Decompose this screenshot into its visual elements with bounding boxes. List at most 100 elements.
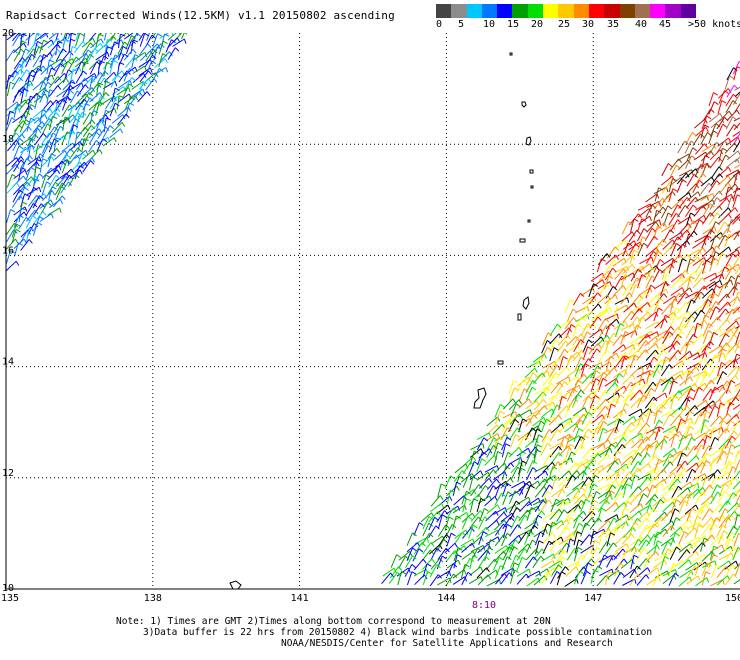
wind-barb-flag [735,208,738,212]
wind-barb-flag [82,153,86,156]
wind-barb-flag [578,548,582,550]
wind-barb-flag [500,411,504,414]
wind-barb-flag [148,79,151,83]
wind-barb-flag [635,475,640,477]
wind-barb-flag [104,27,108,30]
wind-barb-flag [636,331,637,336]
wind-barb-flag [122,122,125,126]
wind-barb-flag [624,409,626,413]
wind-barb-flag [574,318,577,322]
wind-barb-flag [614,368,617,372]
wind-barb-flag [22,41,27,43]
wind-barb-flag [693,148,697,151]
wind-barb-flag [723,372,727,375]
wind-barb-flag [540,361,541,366]
wind-barb-flag [166,68,168,73]
wind-barb [495,566,500,579]
wind-barb [710,545,722,552]
longitude-label: 138 [144,593,162,604]
wind-barb-flag [105,110,110,112]
wind-barb-flag [652,403,656,406]
wind-barb-flag [548,371,549,376]
wind-barb-flag [617,427,618,432]
wind-barb-flag [731,380,735,383]
wind-barb-flag [85,85,88,89]
wind-barb-flag [12,118,16,121]
footnotes: Note: 1) Times are GMT 2)Times along bot… [116,616,127,660]
wind-barb [615,420,620,433]
wind-barb-flag [624,559,627,563]
wind-barb-flag [656,551,659,555]
wind-barb-flag [640,424,642,428]
wind-barb-flag [579,523,583,526]
wind-barb-flag [566,527,569,531]
wind-barb-flag [110,126,114,129]
wind-barb [487,580,500,586]
wind-barb-flag [514,547,518,550]
wind-barb [543,568,554,577]
wind-barb-flag [676,308,680,311]
wind-barb [599,542,607,554]
wind-barb-flag [690,351,692,355]
wind-barb-flag [570,300,574,303]
latitude-label: 20 [2,28,14,39]
wind-barb [6,50,14,62]
wind-barb [727,151,738,160]
wind-barb-flag [627,544,629,549]
wind-barb-flag [535,368,538,372]
wind-barb-flag [588,563,592,566]
wind-barb-flag [121,20,126,22]
wind-barb-flag [82,83,84,88]
wind-barb [646,276,652,289]
wind-barb-flag [698,192,700,197]
wind-barb-flag [736,561,738,566]
wind-barb-flag [711,109,715,113]
wind-barb-flag [642,317,646,320]
wind-barb-flag [648,568,650,572]
wind-barb-flag [546,471,548,476]
wind-barb [670,299,674,313]
wind-barb-flag [561,561,563,566]
wind-barb [621,508,624,522]
wind-barb-flag [46,175,50,178]
wind-barb-flag [737,110,740,114]
wind-barb-flag [686,293,689,297]
wind-barb-flag [730,76,734,79]
wind-barb-flag [12,174,16,177]
wind-barb-flag [620,563,624,566]
wind-barb-flag [639,511,641,515]
wind-barb-flag [175,48,179,52]
wind-barb-flag [707,373,711,376]
wind-barb-flag [602,280,604,285]
wind-barb [414,523,419,536]
wind-barb-flag [689,341,693,344]
wind-barb-flag [442,556,446,559]
wind-barb-flag [585,436,589,438]
wind-barb [709,131,714,144]
wind-barb-flag [672,192,675,196]
wind-barb [686,551,696,560]
wind-barb-flag [717,198,721,201]
wind-barb-flag [577,414,580,418]
wind-barb-flag [642,417,644,422]
longitude-label: 144 [437,593,455,604]
island-farallon [510,53,512,55]
wind-barb-flag [451,476,455,479]
wind-barb-flag [412,564,416,567]
wind-barb-flag [734,431,737,435]
wind-barb-flag [514,570,518,572]
wind-barb [519,389,524,402]
wind-barb-flag [516,404,520,407]
wind-barb-flag [497,520,499,525]
wind-barb-flag [44,40,48,42]
pass-time-label: 8:10 [472,600,496,611]
wind-barb-flag [664,560,666,565]
wind-barb [678,550,686,561]
wind-barb-flag [561,572,565,575]
wind-barb-flag [690,277,695,279]
wind-barb-flag [83,71,87,74]
wind-barb [711,416,720,426]
wind-barb-flag [427,538,428,543]
wind-barb [646,268,652,281]
wind-barb-flag [655,494,658,498]
